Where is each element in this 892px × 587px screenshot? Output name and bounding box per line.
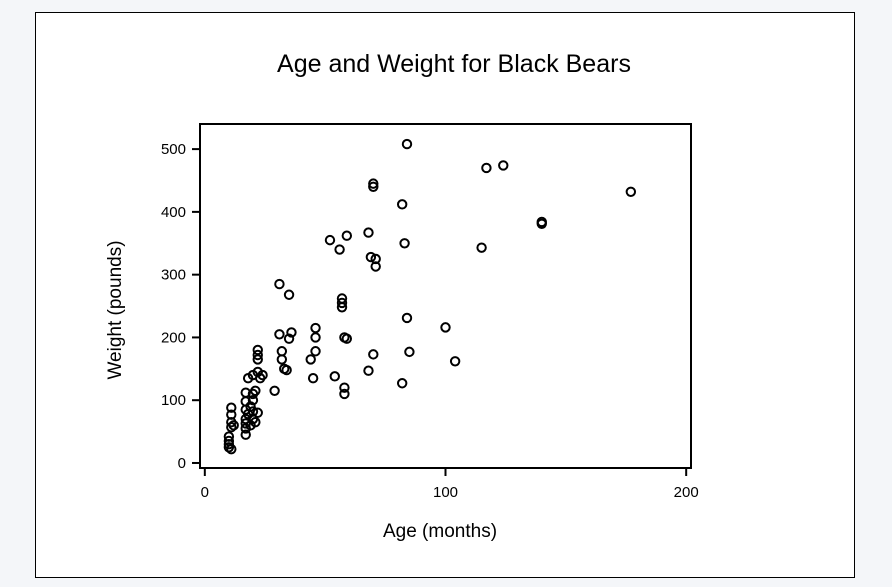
data-point	[399, 238, 410, 249]
data-point	[245, 401, 256, 412]
y-tick-label: 500	[161, 141, 186, 158]
data-point	[401, 312, 413, 324]
data-point	[252, 344, 263, 356]
data-point	[449, 356, 461, 367]
data-point	[334, 244, 345, 255]
data-point	[307, 373, 319, 384]
data-point	[440, 322, 451, 333]
y-tick-label: 400	[161, 204, 186, 221]
data-point	[310, 322, 321, 334]
data-point	[228, 420, 239, 431]
data-point	[481, 162, 492, 174]
figure-panel: Age and Weight for Black Bears 0 100 200 0 1…	[35, 12, 855, 578]
plot-frame	[199, 123, 692, 469]
data-point	[283, 289, 295, 300]
data-point	[401, 138, 413, 150]
data-points	[223, 138, 637, 455]
chart-title: Age and Weight for Black Bears	[277, 50, 631, 78]
x-tick-label: 100	[433, 484, 458, 501]
data-point	[223, 431, 235, 442]
data-point	[536, 216, 547, 228]
data-point	[339, 388, 350, 400]
data-point	[305, 354, 316, 365]
data-point	[336, 293, 348, 304]
data-point	[269, 385, 280, 396]
scatter-chart: Age and Weight for Black Bears 0 100 200 0 1…	[105, 50, 699, 542]
data-point	[276, 346, 288, 357]
data-point	[274, 278, 285, 290]
y-tick-label: 300	[161, 267, 186, 284]
data-point	[274, 329, 285, 340]
data-point	[240, 429, 251, 440]
data-point	[365, 251, 377, 263]
y-tick-label: 100	[161, 392, 186, 409]
data-point	[240, 387, 251, 398]
y-tick-label: 200	[161, 329, 186, 346]
data-point	[324, 234, 336, 246]
data-point	[247, 395, 259, 406]
data-point	[250, 385, 261, 396]
axis-ticks: 0 100 200 0 100 200 300 400 500	[161, 141, 699, 501]
data-point	[226, 421, 237, 433]
x-tick-label: 200	[674, 484, 699, 501]
data-point	[329, 371, 340, 382]
data-point	[341, 230, 353, 241]
data-point	[310, 332, 321, 343]
data-point	[281, 364, 292, 376]
data-point	[310, 346, 321, 357]
data-point	[476, 242, 487, 253]
data-point	[341, 333, 353, 344]
data-point	[252, 407, 263, 418]
data-point	[368, 349, 379, 360]
data-point	[283, 333, 295, 344]
data-point	[363, 227, 374, 238]
data-point	[370, 253, 381, 265]
y-axis-label: Weight (pounds)	[105, 240, 126, 379]
data-point	[226, 402, 237, 413]
data-point	[226, 443, 237, 455]
data-point	[625, 186, 637, 197]
data-point	[396, 378, 408, 389]
data-point	[396, 199, 408, 210]
data-point	[368, 181, 379, 192]
data-point	[240, 418, 251, 429]
x-axis-label: Age (months)	[383, 521, 497, 542]
data-point	[498, 160, 509, 171]
data-point	[339, 382, 350, 393]
data-point	[286, 327, 297, 338]
data-point	[336, 297, 348, 309]
x-tick-label: 0	[201, 484, 209, 501]
data-point	[368, 178, 379, 189]
data-point	[226, 409, 237, 420]
data-point	[250, 416, 261, 428]
data-point	[240, 413, 251, 425]
data-point	[363, 365, 374, 376]
data-point	[223, 442, 235, 453]
data-point	[257, 369, 268, 381]
data-point	[252, 354, 263, 365]
data-point	[404, 346, 415, 358]
y-tick-label: 0	[178, 455, 186, 472]
data-point	[252, 349, 263, 361]
data-point	[247, 406, 259, 417]
